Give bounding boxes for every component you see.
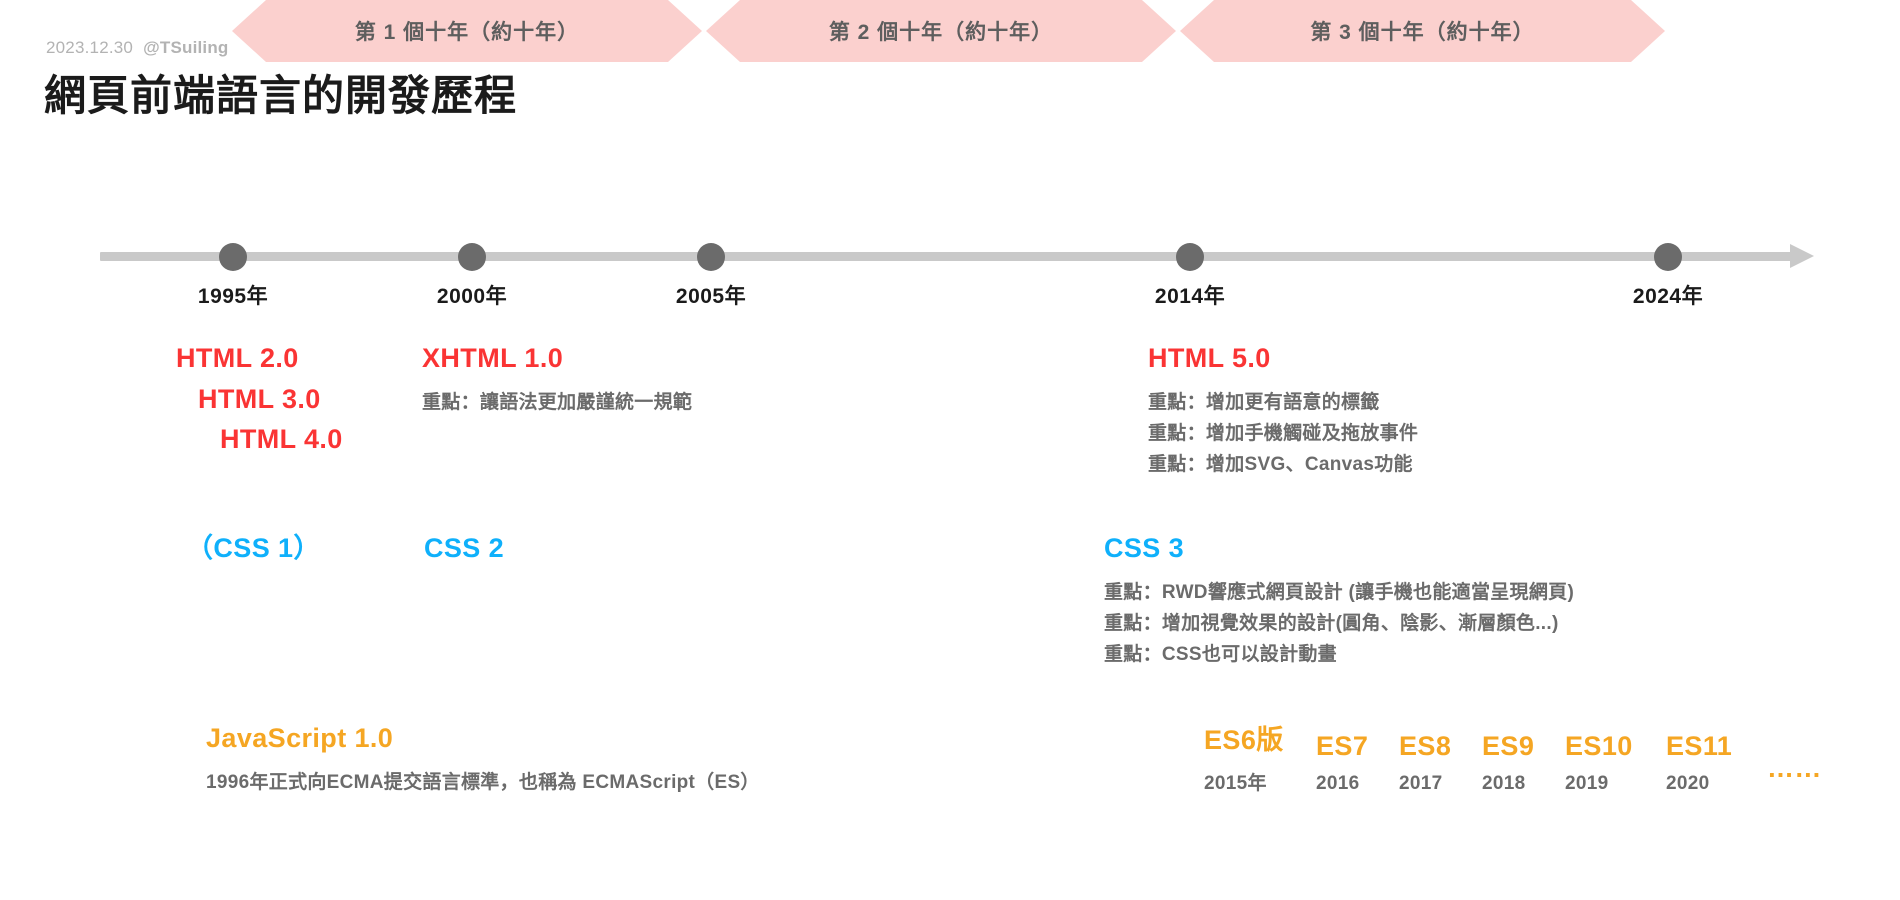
decade-arrow-3-label: 第 3 個十年（約十年） [1310,21,1535,44]
xhtml-note-1: 重點：讓語法更加嚴謹統一規範 [422,391,693,413]
publish-date: 2023.12.30 [46,38,134,57]
es9-name: ES9 [1482,731,1535,761]
es-item-es6: ES6版 2015年 [1204,718,1316,795]
es-item-es11: ES11 2020 [1666,731,1767,795]
timeline-axis [100,252,1800,261]
javascript-note-1: 1996年正式向ECMA提交語言標準，也稱為 ECMAScript（ES） [206,771,760,793]
es-item-es8: ES8 2017 [1399,731,1482,795]
es9-year: 2018 [1482,773,1526,794]
entry-css2: CSS 2 [424,528,504,569]
timeline-dot-2000 [458,243,486,271]
css2-title: CSS 2 [424,533,505,563]
xhtml-title: XHTML 1.0 [422,343,564,373]
timeline-dot-2005 [697,243,725,271]
es7-year: 2016 [1316,773,1360,794]
header-meta: 2023.12.30 @TSuiling [46,38,229,58]
entry-css1: （CSS 1） [186,528,321,569]
html5-note-1: 重點：增加更有語意的標籤 [1148,391,1380,413]
css1-title: （CSS 1） [186,533,321,563]
css3-note-2: 重點：增加視覺效果的設計(圓角、陰影、漸層顏色...) [1104,612,1559,634]
es10-year: 2019 [1565,773,1609,794]
timeline-label-1995: 1995年 [197,285,269,308]
page-title: 網頁前端語言的開發歷程 [44,72,518,119]
es-item-es10: ES10 2019 [1565,731,1666,795]
es-version-row: ES6版 2015年 ES7 2016 ES8 2017 ES9 2018 ES… [1204,718,1822,795]
css3-note-1: 重點：RWD響應式網頁設計 (讓手機也能適當呈現網頁) [1104,581,1575,603]
css3-title: CSS 3 [1104,533,1185,563]
html5-note-3: 重點：增加SVG、Canvas功能 [1148,454,1413,476]
es8-year: 2017 [1399,773,1443,794]
timeline-label-2024: 2024年 [1632,285,1704,308]
es-item-es7: ES7 2016 [1316,731,1399,795]
es11-year: 2020 [1666,773,1710,794]
es-item-es9: ES9 2018 [1482,731,1565,795]
timeline-dot-2024 [1654,243,1682,271]
es-more-ellipsis: …… [1767,753,1822,783]
es11-name: ES11 [1666,731,1733,761]
html5-note-2: 重點：增加手機觸碰及拖放事件 [1148,422,1419,444]
decade-arrow-1: 第 1 個十年（約十年） [232,0,702,62]
decade-arrow-2-label: 第 2 個十年（約十年） [828,21,1054,44]
es8-name: ES8 [1399,731,1452,761]
es7-name: ES7 [1316,731,1369,761]
entry-html-early: HTML 2.0 HTML 3.0 HTML 4.0 [176,338,343,460]
es-item-more: …… [1767,753,1822,795]
timeline-dot-2014 [1176,243,1204,271]
author-handle: @TSuiling [143,38,229,57]
timeline-arrowhead-icon [1790,244,1814,268]
javascript-title: JavaScript 1.0 [206,723,394,753]
entry-xhtml: XHTML 1.0 重點：讓語法更加嚴謹統一規範 [422,338,692,418]
entry-javascript: JavaScript 1.0 1996年正式向ECMA提交語言標準，也稱為 EC… [206,718,760,798]
es6-year: 2015年 [1204,773,1267,794]
timeline-label-2014: 2014年 [1154,285,1226,308]
es10-name: ES10 [1565,731,1633,761]
decade-arrow-2: 第 2 個十年（約十年） [706,0,1176,62]
entry-css3: CSS 3 重點：RWD響應式網頁設計 (讓手機也能適當呈現網頁) 重點：增加視… [1104,528,1574,671]
timeline-label-2000: 2000年 [436,285,508,308]
html-2-label: HTML 2.0 [176,343,299,373]
css3-note-3: 重點：CSS也可以設計動畫 [1104,644,1337,666]
timeline-dot-1995 [219,243,247,271]
html-3-label: HTML 3.0 [198,383,321,414]
decade-arrow-3: 第 3 個十年（約十年） [1180,0,1665,62]
html5-title: HTML 5.0 [1148,343,1271,373]
es6-name: ES6版 [1204,725,1284,755]
html-4-label: HTML 4.0 [220,424,343,454]
entry-html5: HTML 5.0 重點：增加更有語意的標籤 重點：增加手機觸碰及拖放事件 重點：… [1148,338,1418,481]
decade-arrow-1-label: 第 1 個十年（約十年） [354,21,580,44]
timeline-label-2005: 2005年 [675,285,747,308]
